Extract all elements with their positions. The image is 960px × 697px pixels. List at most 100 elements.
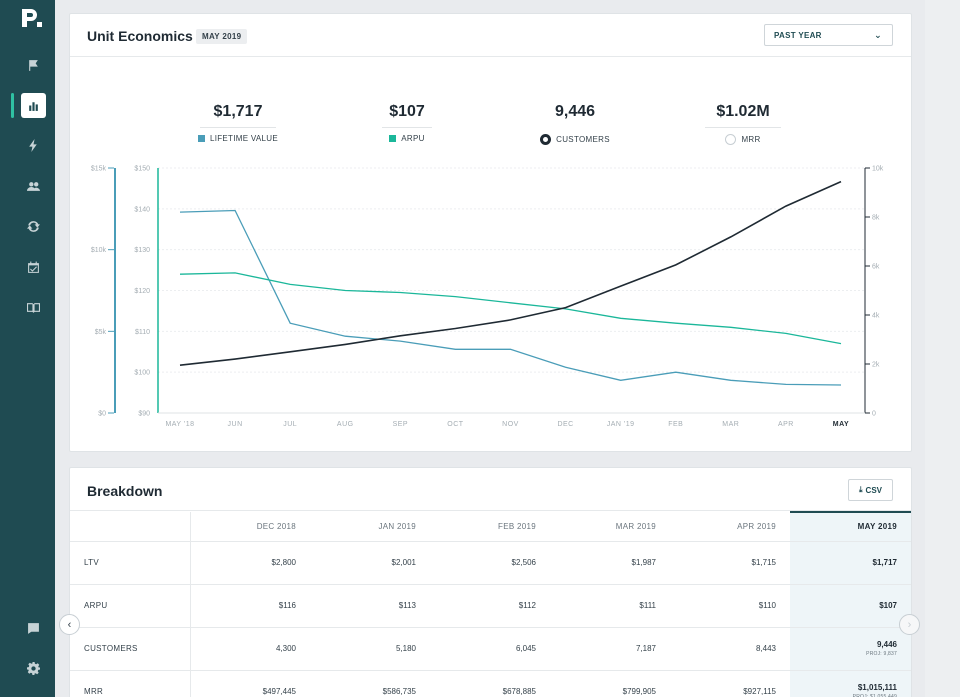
x-axis-tick: AUG: [337, 421, 354, 428]
breakdown-card: Breakdown ⤓ CSV DEC 2018 JAN 2019 FEB 20…: [69, 467, 912, 697]
radio-unselected-icon[interactable]: [725, 134, 737, 145]
sidebar-item-flag[interactable]: [21, 53, 46, 78]
metric-customers[interactable]: 9,446 CUSTOMERS: [515, 103, 635, 145]
metric-value: $1.02M: [705, 103, 781, 128]
table-header-row: DEC 2018 JAN 2019 FEB 2019 MAR 2019 APR …: [70, 511, 911, 542]
breakdown-table: DEC 2018 JAN 2019 FEB 2019 MAR 2019 APR …: [70, 511, 911, 697]
csv-label: CSV: [865, 485, 882, 495]
sidebar-item-customers[interactable]: [21, 174, 46, 199]
row-label: ARPU: [70, 584, 191, 628]
sidebar-item-analytics[interactable]: [21, 93, 46, 118]
ltv-axis-tick: $15k: [91, 166, 107, 173]
refresh-icon: [27, 221, 40, 232]
column-header: FEB 2019: [430, 512, 550, 542]
table-cell: $112: [430, 584, 550, 628]
sidebar: [0, 0, 55, 697]
x-axis-tick: JUL: [283, 421, 297, 428]
cell-value: 9,446: [876, 640, 897, 649]
table-cell: $111: [550, 584, 670, 628]
metric-value: $107: [382, 103, 432, 128]
unit-economics-card: Unit Economics MAY 2019 PAST YEAR ⌄ $1,7…: [69, 13, 912, 452]
scroll-right-button[interactable]: ›: [899, 614, 920, 635]
table-row: MRR $497,445 $586,735 $678,885 $799,905 $927,…: [70, 670, 911, 697]
x-axis-tick: MAR: [722, 421, 739, 428]
bolt-icon: [29, 139, 37, 152]
sidebar-item-activity[interactable]: [21, 133, 46, 158]
unit-economics-chart: $150 $140 $130 $120 $110 $100 $90 $15k $10k $5k $0…: [91, 166, 884, 429]
sidebar-item-messages[interactable]: [21, 616, 46, 641]
chat-icon: [28, 623, 39, 634]
table-cell: $1,715: [670, 541, 790, 585]
customers-axis-tick: 4k: [872, 313, 880, 320]
app-logo-icon[interactable]: [20, 7, 44, 29]
legend-swatch: [389, 135, 397, 142]
column-header: DEC 2018: [190, 512, 310, 542]
table-row: LTV $2,800 $2,001 $2,506 $1,987 $1,715 $1,717: [70, 541, 911, 585]
customers-axis-tick: 8k: [872, 215, 880, 222]
table-cell: $586,735: [310, 670, 430, 697]
table-cell-current: $1,015,111 PROJ: $1,055,449: [790, 670, 911, 697]
scroll-left-button[interactable]: ‹: [59, 614, 80, 635]
ltv-axis-tick: $5k: [95, 329, 107, 336]
chevron-right-icon: ›: [907, 618, 912, 631]
x-axis-tick: APR: [778, 421, 794, 428]
table-cell: $2,001: [310, 541, 430, 585]
gear-icon: [27, 662, 40, 675]
projection-note: PROJ: $1,055,449: [852, 694, 897, 697]
table-cell: $497,445: [190, 670, 310, 697]
period-select[interactable]: PAST YEAR ⌄: [764, 24, 893, 46]
csv-download-button[interactable]: ⤓ CSV: [848, 479, 893, 501]
cell-value: $107: [879, 601, 897, 610]
metric-value: 9,446: [554, 103, 596, 120]
table-cell: $927,115: [670, 670, 790, 697]
x-axis-tick: MAY: [833, 421, 849, 428]
series-line-ltv: [179, 209, 842, 386]
cell-value: $1,717: [872, 558, 897, 567]
column-header: JAN 2019: [310, 512, 430, 542]
chevron-left-icon: ‹: [67, 618, 72, 631]
active-indicator: [11, 93, 14, 118]
sidebar-item-tasks[interactable]: [21, 255, 46, 280]
sidebar-item-settings[interactable]: [21, 656, 46, 681]
metric-value: $1,717: [200, 103, 276, 128]
legend-swatch: [197, 135, 205, 142]
series-line-arpu: [179, 272, 842, 345]
radio-selected-icon[interactable]: [540, 134, 552, 145]
table-cell: $110: [670, 584, 790, 628]
column-header: APR 2019: [670, 512, 790, 542]
table-cell-current: 9,446 PROJ: 9,837: [790, 627, 911, 671]
table-cell: $678,885: [430, 670, 550, 697]
row-label: LTV: [70, 541, 191, 585]
arpu-axis-tick: $100: [134, 370, 150, 377]
metric-label: LIFETIME VALUE: [209, 134, 279, 143]
metric-mrr[interactable]: $1.02M MRR: [683, 103, 803, 145]
page-scrollbar[interactable]: [925, 0, 960, 697]
table-cell: 7,187: [550, 627, 670, 671]
table-cell: 5,180: [310, 627, 430, 671]
table-row: CUSTOMERS 4,300 5,180 6,045 7,187 8,443 9,446 P…: [70, 627, 911, 671]
column-header: MAR 2019: [550, 512, 670, 542]
column-header-current: MAY 2019: [790, 511, 911, 542]
table-cell: $2,800: [190, 541, 310, 585]
metric-lifetime-value[interactable]: $1,717 LIFETIME VALUE: [178, 103, 298, 143]
metric-arpu[interactable]: $107 ARPU: [347, 103, 467, 143]
x-axis-tick: JAN '19: [607, 421, 635, 428]
sidebar-item-subscriptions[interactable]: [21, 214, 46, 239]
arpu-axis-tick: $110: [135, 329, 150, 336]
card-title: Breakdown: [87, 483, 163, 499]
sidebar-item-docs[interactable]: [21, 295, 46, 320]
ltv-axis-tick: $10k: [91, 247, 107, 254]
customers-axis-tick: 2k: [872, 362, 880, 369]
table-cell: 4,300: [190, 627, 310, 671]
metric-label: MRR: [741, 135, 761, 144]
x-axis-tick: DEC: [557, 421, 573, 428]
x-axis-tick: NOV: [502, 421, 519, 428]
card-header: Breakdown ⤓ CSV: [70, 468, 911, 511]
x-axis-tick: JUN: [228, 421, 243, 428]
customers-axis-tick: 6k: [872, 264, 880, 271]
table-cell: $113: [310, 584, 430, 628]
card-header: Unit Economics MAY 2019 PAST YEAR ⌄: [70, 14, 911, 57]
row-label: CUSTOMERS: [70, 627, 191, 671]
customers-axis-tick: 10k: [872, 166, 884, 173]
table-cell: 8,443: [670, 627, 790, 671]
